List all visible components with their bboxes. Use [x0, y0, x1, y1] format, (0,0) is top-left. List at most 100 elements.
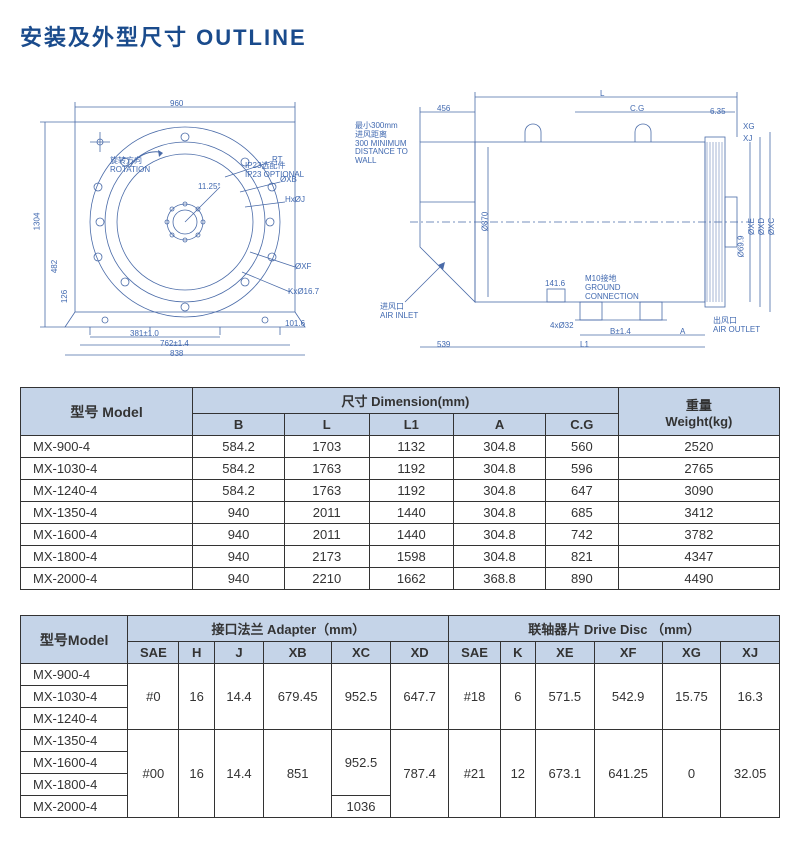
table-row: MX-900-4584.217031132304.85602520: [21, 436, 780, 458]
th2-xb: XB: [264, 642, 332, 664]
cell-model: MX-1240-4: [21, 480, 193, 502]
cell: 940: [193, 546, 285, 568]
label-kj: KxØ16.7: [288, 287, 319, 296]
cell: 14.4: [214, 664, 263, 730]
th2-adapter: 接口法兰 Adapter（mm）: [128, 616, 449, 642]
cell: 0: [662, 730, 721, 818]
dim-699: Ø69.9: [736, 236, 745, 258]
cell: 647.7: [390, 664, 449, 730]
th-l1: L1: [369, 414, 454, 436]
th2-drive: 联轴器片 Drive Disc （mm）: [449, 616, 780, 642]
label-wall: 最小300mm进风距离300 MINIMUMDISTANCE TOWALL: [355, 122, 408, 166]
cell: 1192: [369, 458, 454, 480]
cell: 14.4: [214, 730, 263, 818]
table-row: MX-1600-494020111440304.87423782: [21, 524, 780, 546]
dim-4x32: 4xØ32: [550, 321, 574, 330]
cell: 32.05: [721, 730, 780, 818]
dim-base-inner: 762±1.4: [160, 339, 189, 348]
th-dimension: 尺寸 Dimension(mm): [193, 388, 619, 414]
dim-635: 6.35: [710, 107, 726, 116]
dim-a: A: [680, 327, 685, 336]
dim-l1: L1: [580, 340, 589, 349]
adapter-table: 型号Model 接口法兰 Adapter（mm） 联轴器片 Drive Disc…: [20, 615, 780, 818]
cell: 571.5: [536, 664, 595, 730]
cell-model: MX-1800-4: [21, 774, 128, 796]
cell-model: MX-1240-4: [21, 708, 128, 730]
th2-xj: XJ: [721, 642, 780, 664]
dim-base-hole: 381±1.0: [130, 329, 159, 338]
cell: 584.2: [193, 436, 285, 458]
label-rotation: 旋转方向ROTATION: [110, 157, 150, 175]
th-a: A: [454, 414, 546, 436]
table-row: MX-2000-494022101662368.88904490: [21, 568, 780, 590]
th2-model: 型号Model: [21, 616, 128, 664]
dim-height: 1304: [32, 213, 41, 231]
cell: 1132: [369, 436, 454, 458]
side-view-drawing: 456 L C.G 6.35 XG XJ 最小300mm进风距离300 MINI…: [355, 67, 780, 367]
dim-870: Ø870: [480, 212, 489, 232]
cell: 647: [545, 480, 618, 502]
cell-model: MX-1350-4: [21, 730, 128, 752]
cell: 787.4: [390, 730, 449, 818]
page-title: 安装及外型尺寸 OUTLINE: [20, 20, 780, 52]
table-row: MX-1240-4584.217631192304.86473090: [21, 480, 780, 502]
th2-xg: XG: [662, 642, 721, 664]
dim-456: 456: [437, 104, 450, 113]
cell-model: MX-900-4: [21, 664, 128, 686]
cell: 1192: [369, 480, 454, 502]
cell: 4490: [618, 568, 779, 590]
cell: 2210: [284, 568, 369, 590]
cell: 2520: [618, 436, 779, 458]
dim-xd: ØXD: [757, 218, 766, 235]
table-row: MX-900-4 #0 16 14.4 679.45 952.5 647.7 #…: [21, 664, 780, 686]
cell: 641.25: [594, 730, 662, 818]
cell: 3412: [618, 502, 779, 524]
cell-model: MX-1030-4: [21, 686, 128, 708]
cell: 304.8: [454, 502, 546, 524]
table-row: MX-1800-494021731598304.88214347: [21, 546, 780, 568]
label-xf: ØXF: [295, 262, 311, 271]
cell: 2011: [284, 502, 369, 524]
cell: 2011: [284, 524, 369, 546]
cell: 1440: [369, 502, 454, 524]
front-view-drawing: 960 1304 旋转方向ROTATION IP23选配件IP23 OPTION…: [20, 67, 340, 367]
cell: 940: [193, 524, 285, 546]
th-l: L: [284, 414, 369, 436]
cell: 2173: [284, 546, 369, 568]
cell: 3782: [618, 524, 779, 546]
cell: 1662: [369, 568, 454, 590]
label-rt: RT: [272, 155, 283, 164]
dim-539: 539: [437, 340, 450, 349]
th2-xf: XF: [594, 642, 662, 664]
cell: 16.3: [721, 664, 780, 730]
cell: 542.9: [594, 664, 662, 730]
cell: 16: [179, 664, 214, 730]
technical-drawings: 960 1304 旋转方向ROTATION IP23选配件IP23 OPTION…: [20, 67, 780, 367]
dim-side-h2: 126: [60, 290, 69, 303]
th-b: B: [193, 414, 285, 436]
cell: 1440: [369, 524, 454, 546]
cell: 304.8: [454, 546, 546, 568]
cell: #00: [128, 730, 179, 818]
label-outlet: 出风口AIR OUTLET: [713, 317, 760, 335]
dim-xg: XG: [743, 122, 755, 131]
th2-sae: SAE: [128, 642, 179, 664]
cell: 304.8: [454, 480, 546, 502]
table-row: MX-1030-4584.217631192304.85962765: [21, 458, 780, 480]
cell: 16: [179, 730, 214, 818]
dim-xe: ØXE: [747, 218, 756, 235]
cell-model: MX-2000-4: [21, 796, 128, 818]
cell: #18: [449, 664, 500, 730]
dim-b: B±1.4: [610, 327, 631, 336]
cell-model: MX-900-4: [21, 436, 193, 458]
cell: 685: [545, 502, 618, 524]
cell: 821: [545, 546, 618, 568]
cell: 4347: [618, 546, 779, 568]
th2-xc: XC: [332, 642, 391, 664]
cell: 2765: [618, 458, 779, 480]
dim-cg: C.G: [630, 104, 644, 113]
th2-xe: XE: [536, 642, 595, 664]
label-inlet: 进风口AIR INLET: [380, 303, 418, 321]
cell: 3090: [618, 480, 779, 502]
th2-k: K: [500, 642, 535, 664]
